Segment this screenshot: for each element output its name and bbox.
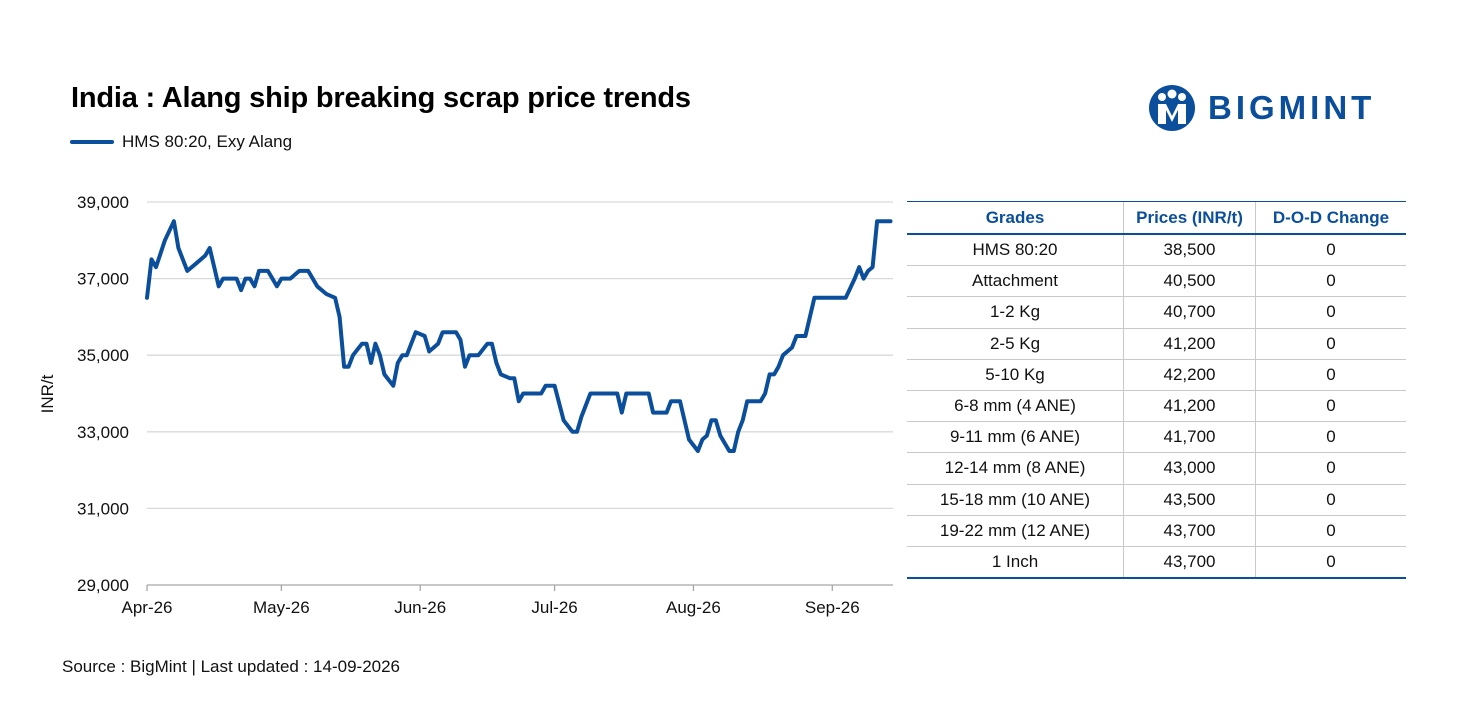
table-row: 1-2 Kg 40,700 0 (907, 296, 1406, 329)
x-tick-label: Apr-26 (121, 598, 172, 617)
cell-dod-change: 0 (1255, 234, 1406, 267)
cell-grade: HMS 80:20 (907, 234, 1124, 267)
table-row: HMS 80:20 38,500 0 (907, 234, 1406, 267)
cell-grade: 1-2 Kg (907, 296, 1124, 329)
cell-grade: 19-22 mm (12 ANE) (907, 515, 1124, 547)
cell-price: 43,000 (1123, 452, 1256, 485)
cell-grade: 6-8 mm (4 ANE) (907, 390, 1124, 423)
table-row: 6-8 mm (4 ANE) 41,200 0 (907, 390, 1406, 423)
cell-dod-change: 0 (1255, 390, 1406, 423)
cell-grade: 2-5 Kg (907, 328, 1124, 360)
cell-dod-change: 0 (1255, 421, 1406, 454)
header-prices: Prices (INR/t) (1123, 201, 1256, 235)
x-tick-label: May-26 (253, 598, 310, 617)
cell-dod-change: 0 (1255, 265, 1406, 298)
cell-grade: 1 Inch (907, 546, 1124, 580)
chart-legend: HMS 80:20, Exy Alang (70, 132, 292, 152)
x-tick-label: Jul-26 (531, 598, 577, 617)
cell-dod-change: 0 (1255, 515, 1406, 547)
source-note: Source : BigMint | Last updated : 14-09-… (62, 657, 401, 676)
legend-swatch (70, 140, 114, 144)
cell-price: 38,500 (1123, 234, 1256, 267)
y-tick-label: 31,000 (77, 499, 129, 518)
table-row: 5-10 Kg 42,200 0 (907, 359, 1406, 391)
cell-dod-change: 0 (1255, 328, 1406, 360)
cell-grade: 5-10 Kg (907, 359, 1124, 391)
cell-grade: 15-18 mm (10 ANE) (907, 484, 1124, 516)
cell-price: 41,700 (1123, 421, 1256, 454)
table-row: 1 Inch 43,700 0 (907, 546, 1406, 580)
x-tick-label: Jun-26 (394, 598, 446, 617)
cell-dod-change: 0 (1255, 546, 1406, 580)
cell-price: 43,700 (1123, 515, 1256, 547)
chart-title: India : Alang ship breaking scrap price … (71, 82, 691, 114)
y-tick-label: 37,000 (77, 270, 129, 289)
table-row: Attachment 40,500 0 (907, 265, 1406, 298)
cell-dod-change: 0 (1255, 359, 1406, 391)
axes (146, 584, 893, 591)
x-tick-label: Aug-26 (666, 598, 721, 617)
tick-labels: 29,000 31,000 33,000 35,000 37,000 39,000 Apr-… (77, 193, 860, 617)
legend-label: HMS 80:20, Exy Alang (122, 132, 293, 151)
cell-grade: 12-14 mm (8 ANE) (907, 452, 1124, 485)
y-tick-label: 39,000 (77, 193, 129, 212)
table-row: 19-22 mm (12 ANE) 43,700 0 (907, 515, 1406, 547)
cell-dod-change: 0 (1255, 296, 1406, 329)
table-row: 12-14 mm (8 ANE) 43,000 0 (907, 452, 1406, 485)
table-row: 2-5 Kg 41,200 0 (907, 328, 1406, 360)
grades-price-table: Grades Prices (INR/t) D-O-D Change HMS 8… (907, 201, 1406, 580)
cell-grade: Attachment (907, 265, 1124, 298)
header-grades: Grades (907, 201, 1124, 235)
cell-price: 41,200 (1123, 328, 1256, 360)
table-header-row: Grades Prices (INR/t) D-O-D Change (907, 201, 1406, 235)
header-dod-change: D-O-D Change (1255, 201, 1406, 235)
bigmint-figure-icon (1149, 85, 1195, 131)
table-row: 15-18 mm (10 ANE) 43,500 0 (907, 484, 1406, 516)
y-tick-label: 33,000 (77, 423, 129, 442)
cell-dod-change: 0 (1255, 452, 1406, 485)
cell-price: 43,500 (1123, 484, 1256, 516)
brand-wordmark: BIGMINT (1208, 89, 1376, 126)
y-tick-label: 29,000 (77, 576, 129, 595)
y-axis-title: INR/t (38, 374, 57, 413)
table-row: 9-11 mm (6 ANE) 41,700 0 (907, 421, 1406, 454)
cell-dod-change: 0 (1255, 484, 1406, 516)
y-tick-label: 35,000 (77, 346, 129, 365)
cell-price: 40,500 (1123, 265, 1256, 298)
cell-price: 42,200 (1123, 359, 1256, 391)
cell-grade: 9-11 mm (6 ANE) (907, 421, 1124, 454)
series-line-hms-80-20 (145, 219, 893, 453)
price-chart: 29,000 31,000 33,000 35,000 37,000 39,000 Apr-… (38, 193, 893, 617)
cell-price: 43,700 (1123, 546, 1256, 580)
brand-logo: BIGMINT (1148, 84, 1375, 132)
x-tick-label: Sep-26 (805, 598, 860, 617)
cell-price: 40,700 (1123, 296, 1256, 329)
cell-price: 41,200 (1123, 390, 1256, 423)
